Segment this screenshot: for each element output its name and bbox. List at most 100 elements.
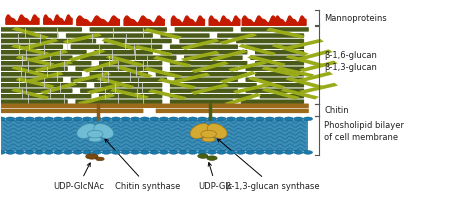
Circle shape: [198, 154, 208, 159]
Ellipse shape: [265, 151, 274, 154]
Ellipse shape: [293, 151, 303, 154]
Ellipse shape: [92, 151, 101, 154]
Ellipse shape: [293, 117, 303, 121]
Ellipse shape: [73, 151, 82, 154]
FancyBboxPatch shape: [255, 62, 304, 66]
Ellipse shape: [77, 124, 97, 139]
FancyBboxPatch shape: [0, 51, 87, 55]
Ellipse shape: [121, 151, 130, 154]
Bar: [143, 29, 182, 40]
Ellipse shape: [44, 151, 54, 154]
Bar: [0, 120, 308, 152]
Bar: [294, 72, 333, 84]
Text: UDP-Glc: UDP-Glc: [199, 163, 233, 190]
Bar: [280, 89, 319, 100]
Bar: [72, 72, 111, 83]
Bar: [101, 39, 139, 51]
FancyBboxPatch shape: [255, 73, 304, 77]
FancyBboxPatch shape: [0, 109, 144, 114]
FancyBboxPatch shape: [94, 84, 162, 88]
Bar: [285, 40, 324, 51]
Ellipse shape: [140, 117, 149, 121]
FancyBboxPatch shape: [66, 34, 153, 39]
Bar: [77, 94, 116, 106]
Circle shape: [86, 154, 98, 159]
Ellipse shape: [207, 124, 227, 139]
Bar: [191, 62, 229, 74]
Ellipse shape: [198, 151, 207, 154]
Ellipse shape: [217, 117, 226, 121]
Bar: [285, 55, 323, 67]
Ellipse shape: [111, 151, 120, 154]
Text: of cell membrane: of cell membrane: [324, 132, 399, 141]
Bar: [157, 79, 196, 90]
FancyBboxPatch shape: [174, 78, 238, 83]
Ellipse shape: [101, 151, 111, 154]
FancyBboxPatch shape: [71, 78, 167, 83]
FancyBboxPatch shape: [170, 89, 238, 93]
Bar: [110, 89, 149, 100]
Bar: [219, 72, 257, 84]
Ellipse shape: [0, 151, 5, 154]
Bar: [16, 78, 55, 89]
Ellipse shape: [303, 151, 313, 154]
Ellipse shape: [284, 117, 293, 121]
Ellipse shape: [207, 151, 217, 154]
FancyBboxPatch shape: [94, 51, 153, 55]
FancyBboxPatch shape: [0, 100, 68, 104]
Bar: [116, 66, 153, 79]
Bar: [11, 45, 49, 56]
FancyBboxPatch shape: [217, 34, 304, 39]
Ellipse shape: [207, 117, 217, 121]
FancyBboxPatch shape: [90, 28, 167, 32]
Ellipse shape: [94, 124, 114, 139]
Bar: [233, 83, 272, 94]
FancyBboxPatch shape: [255, 51, 304, 55]
FancyBboxPatch shape: [160, 51, 247, 55]
Bar: [134, 46, 173, 57]
Bar: [299, 83, 338, 94]
FancyBboxPatch shape: [250, 56, 304, 61]
Ellipse shape: [130, 151, 140, 154]
Bar: [148, 90, 187, 101]
Ellipse shape: [255, 117, 264, 121]
FancyBboxPatch shape: [160, 34, 210, 39]
Ellipse shape: [130, 117, 140, 121]
Ellipse shape: [274, 151, 284, 154]
Ellipse shape: [246, 117, 255, 121]
Ellipse shape: [169, 151, 178, 154]
Ellipse shape: [150, 151, 159, 154]
Bar: [87, 83, 125, 95]
Ellipse shape: [284, 151, 293, 154]
Bar: [25, 72, 64, 84]
Text: UDP-GlcNAc: UDP-GlcNAc: [53, 163, 104, 190]
Text: β-1,3-glucan synthase: β-1,3-glucan synthase: [217, 139, 319, 190]
Ellipse shape: [303, 117, 313, 121]
FancyBboxPatch shape: [246, 78, 304, 83]
Ellipse shape: [35, 151, 44, 154]
Bar: [266, 28, 305, 39]
Bar: [106, 55, 144, 67]
Ellipse shape: [25, 151, 34, 154]
Bar: [153, 57, 191, 68]
Ellipse shape: [159, 151, 169, 154]
FancyBboxPatch shape: [0, 73, 82, 77]
Ellipse shape: [6, 117, 15, 121]
FancyBboxPatch shape: [246, 45, 304, 50]
Ellipse shape: [111, 117, 120, 121]
Ellipse shape: [178, 117, 188, 121]
Ellipse shape: [227, 151, 236, 154]
FancyBboxPatch shape: [236, 40, 304, 44]
Ellipse shape: [190, 124, 210, 139]
Ellipse shape: [227, 117, 236, 121]
Ellipse shape: [73, 117, 82, 121]
Ellipse shape: [101, 117, 111, 121]
FancyBboxPatch shape: [75, 67, 162, 72]
FancyBboxPatch shape: [0, 45, 63, 50]
FancyBboxPatch shape: [170, 45, 238, 50]
Bar: [30, 50, 68, 62]
Ellipse shape: [44, 117, 54, 121]
Ellipse shape: [246, 151, 255, 154]
FancyBboxPatch shape: [0, 78, 63, 83]
Ellipse shape: [178, 151, 188, 154]
